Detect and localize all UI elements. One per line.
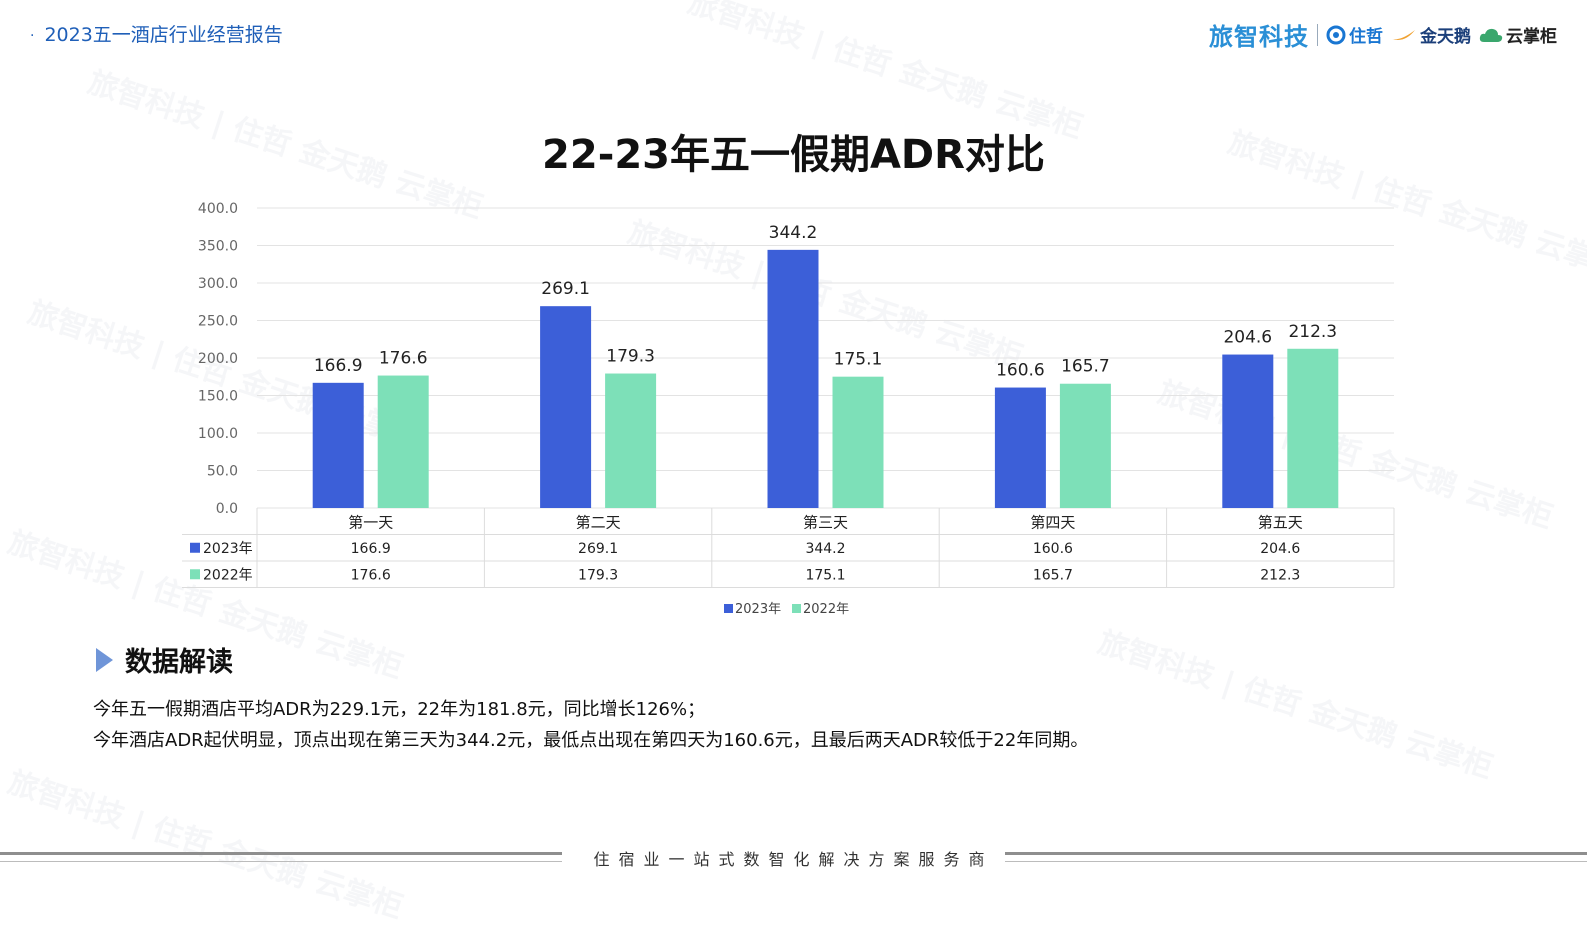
data-label: 160.6 [996, 361, 1045, 381]
brand-cloud: 云掌柜 [1479, 22, 1557, 47]
data-label: 212.3 [1288, 322, 1337, 342]
table-cell: 179.3 [578, 567, 618, 583]
y-tick-label: 300.0 [198, 276, 238, 292]
y-tick-label: 350.0 [198, 239, 238, 255]
table-cell: 160.6 [1033, 541, 1073, 557]
report-title: · 2023五一酒店行业经营报告 [30, 20, 283, 47]
bar [605, 373, 657, 508]
analysis-line: 今年酒店ADR起伏明显，顶点出现在第三天为344.2元，最低点出现在第四天为16… [93, 730, 1089, 751]
brand-logos: 旅智科技 住哲 金天鹅 云掌柜 [1209, 17, 1557, 52]
y-tick-label: 100.0 [198, 426, 238, 442]
table-series-label: 2023年 [203, 541, 253, 557]
legend-label: 2023年 [735, 602, 781, 617]
adr-bar-chart: 0.0 50.0 100.0 150.0 200.0 250.0 300.0 350.0 400… [182, 201, 1395, 617]
bar [377, 375, 429, 508]
legend-swatch [724, 604, 733, 613]
report-title-text: 2023五一酒店行业经营报告 [44, 24, 283, 46]
bar [994, 387, 1046, 508]
footer-rule-left [0, 852, 562, 862]
triangle-marker-icon [96, 647, 113, 672]
data-label: 269.1 [541, 279, 590, 299]
table-cell: 212.3 [1260, 567, 1300, 583]
analysis-heading: 数据解读 [96, 640, 233, 679]
bar [312, 382, 364, 508]
legend-label: 2022年 [803, 602, 849, 617]
analysis-heading-text: 数据解读 [125, 647, 233, 678]
x-tick-label: 第二天 [576, 513, 621, 531]
y-tick-label: 150.0 [198, 389, 238, 405]
x-tick-label: 第一天 [348, 513, 393, 531]
x-tick-label: 第五天 [1258, 513, 1303, 531]
table-cell: 166.9 [351, 541, 391, 557]
analysis-text: 今年五一假期酒店平均ADR为229.1元，22年为181.8元，同比增长126%… [93, 694, 1088, 756]
x-tick-label: 第四天 [1030, 513, 1075, 531]
footer-rule-right [1005, 852, 1587, 862]
chart-title: 22-23年五一假期ADR对比 [542, 132, 1045, 178]
data-label: 204.6 [1223, 328, 1272, 348]
watermark: 旅智科技 | 住哲 金天鹅 云掌柜 [3, 764, 407, 926]
watermark: 旅智科技 | 住哲 金天鹅 云掌柜 [1093, 624, 1497, 786]
bar [832, 376, 884, 508]
data-label: 175.1 [834, 350, 883, 370]
data-label: 179.3 [606, 347, 655, 367]
brand-lvzhi: 旅智科技 [1209, 23, 1309, 51]
brand-swan-label: 金天鹅 [1420, 27, 1471, 47]
table-cell: 176.6 [351, 567, 391, 583]
bar [1059, 383, 1111, 508]
table-legend-swatch [190, 569, 200, 580]
table-series-label: 2022年 [203, 567, 253, 583]
zhuzhe-logo-icon [1326, 25, 1346, 44]
brand-divider [1317, 23, 1318, 46]
cloud-logo-icon [1479, 28, 1503, 42]
y-tick-label: 0.0 [216, 501, 238, 517]
data-label: 166.9 [314, 356, 363, 376]
bar [767, 249, 819, 508]
table-cell: 175.1 [805, 567, 845, 583]
y-tick-label: 200.0 [198, 351, 238, 367]
data-label: 344.2 [769, 223, 818, 243]
data-label: 176.6 [379, 349, 428, 369]
brand-swan: 金天鹅 [1391, 22, 1471, 47]
y-tick-label: 50.0 [207, 464, 238, 480]
brand-zhuzhe: 住哲 [1326, 22, 1383, 47]
bullet-dot-icon: · [30, 27, 35, 44]
bar [1287, 348, 1339, 508]
table-cell: 204.6 [1260, 541, 1300, 557]
table-cell: 165.7 [1033, 567, 1073, 583]
brand-zhuzhe-label: 住哲 [1349, 27, 1383, 47]
bar [540, 306, 592, 508]
table-legend-swatch [190, 542, 200, 553]
table-cell: 269.1 [578, 541, 618, 557]
analysis-line: 今年五一假期酒店平均ADR为229.1元，22年为181.8元，同比增长126%… [93, 699, 706, 720]
swan-logo-icon [1392, 29, 1415, 40]
y-tick-label: 400.0 [198, 201, 238, 217]
table-cell: 344.2 [805, 541, 845, 557]
data-label: 165.7 [1061, 357, 1110, 377]
brand-cloud-label: 云掌柜 [1506, 27, 1557, 47]
y-tick-label: 250.0 [198, 314, 238, 330]
legend-swatch [792, 604, 801, 613]
x-tick-label: 第三天 [803, 513, 848, 531]
footer-tagline: 住宿业一站式数智化解决方案服务商 [593, 850, 994, 869]
bar [1222, 354, 1274, 508]
